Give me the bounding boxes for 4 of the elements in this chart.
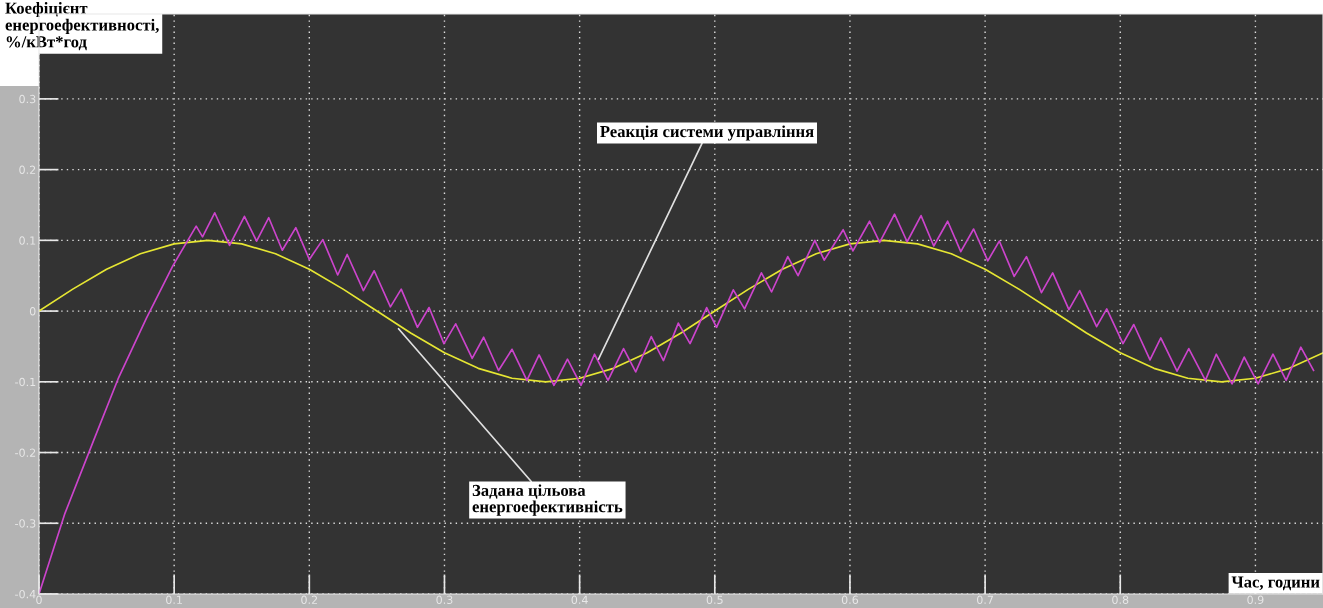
y-axis-title: Коефіцієнт енергоефективності, %/кВт*год xyxy=(5,2,159,51)
annotation: Задана цільова енергоефективність xyxy=(472,484,623,516)
annotation: Реакція системи управління xyxy=(600,125,814,141)
x-axis-title: Час, години xyxy=(1231,576,1320,591)
